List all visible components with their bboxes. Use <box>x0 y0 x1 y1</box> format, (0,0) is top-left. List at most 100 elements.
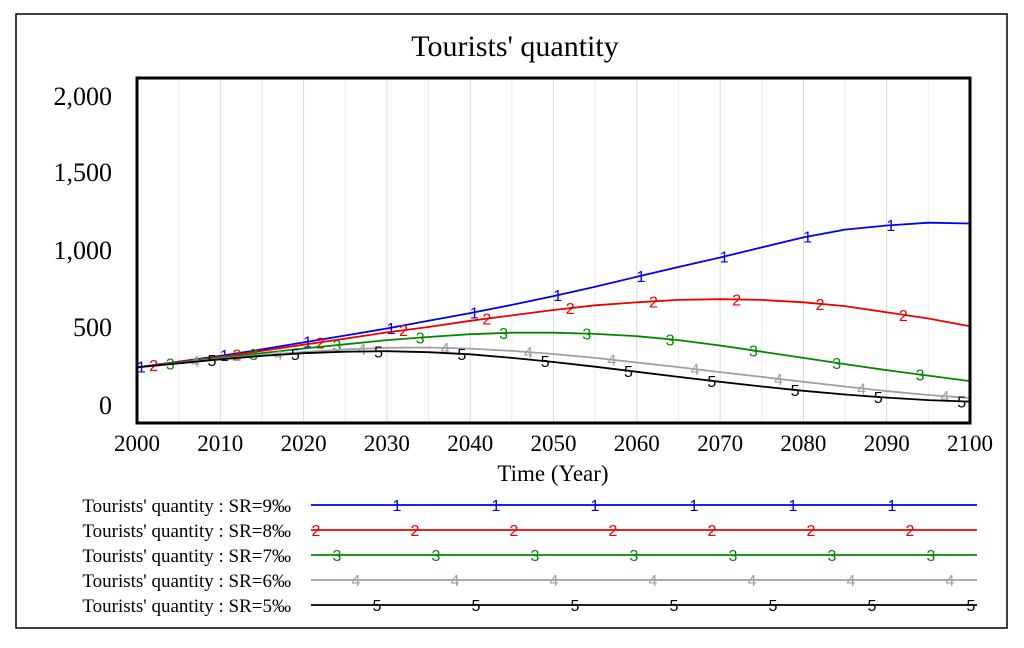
series-marker: 3 <box>332 338 341 355</box>
series-marker: 4 <box>441 341 450 358</box>
legend-marker: 2 <box>708 523 717 540</box>
legend-marker: 5 <box>769 598 778 615</box>
legend-marker: 1 <box>492 498 501 515</box>
series-marker: 4 <box>357 342 366 359</box>
x-tick-label: 2060 <box>614 431 660 456</box>
legend-marker: 1 <box>393 498 402 515</box>
series-marker: 5 <box>374 344 383 361</box>
x-tick-label: 2030 <box>364 431 410 456</box>
series-marker: 3 <box>916 368 925 385</box>
y-tick-label: 500 <box>73 313 112 342</box>
legend-marker: 4 <box>550 573 559 590</box>
series-marker: 5 <box>874 390 883 407</box>
legend-marker: 4 <box>847 573 856 590</box>
plot-area <box>135 76 972 425</box>
series-marker: 1 <box>553 288 562 305</box>
series-marker: 5 <box>208 353 217 370</box>
series-marker: 3 <box>749 343 758 360</box>
series-marker: 1 <box>470 305 479 322</box>
series-marker: 5 <box>624 364 633 381</box>
series-marker: 2 <box>566 301 575 318</box>
series-marker: 3 <box>666 332 675 349</box>
y-tick-label: 1,000 <box>54 236 113 265</box>
series-marker: 4 <box>857 381 866 398</box>
legend-label: Tourists' quantity : SR=7‰ <box>82 546 291 567</box>
series-marker: 4 <box>607 353 616 370</box>
legend-marker: 4 <box>352 573 361 590</box>
legend-marker: 3 <box>333 548 342 565</box>
series-marker: 1 <box>387 321 396 338</box>
legend-marker: 2 <box>312 523 321 540</box>
legend-marker: 3 <box>828 548 837 565</box>
legend-marker: 5 <box>868 598 877 615</box>
series-marker: 3 <box>499 326 508 343</box>
legend-marker: 4 <box>946 573 955 590</box>
series-marker: 3 <box>416 331 425 348</box>
x-axis-label: Time (Year) <box>497 461 608 486</box>
legend-marker: 4 <box>748 573 757 590</box>
series-marker: 4 <box>691 362 700 379</box>
series-marker: 5 <box>541 354 550 371</box>
series-marker: 3 <box>832 356 841 373</box>
series-marker: 1 <box>137 360 146 377</box>
legend-marker: 2 <box>609 523 618 540</box>
x-tick-label: 2070 <box>697 431 743 456</box>
series-marker: 1 <box>886 218 895 235</box>
series-marker: 4 <box>191 354 200 371</box>
x-tick-label: 2040 <box>447 431 493 456</box>
x-tick-label: 2000 <box>114 431 160 456</box>
legend-marker: 2 <box>510 523 519 540</box>
series-line <box>136 221 971 369</box>
x-tick-label: 2020 <box>281 431 327 456</box>
series-marker: 2 <box>732 292 741 309</box>
series-marker: 5 <box>291 347 300 364</box>
series-marker: 2 <box>816 297 825 314</box>
series-marker: 5 <box>791 383 800 400</box>
series-marker: 2 <box>316 335 325 352</box>
legend-label: Tourists' quantity : SR=8‰ <box>82 521 291 542</box>
legend-label: Tourists' quantity : SR=9‰ <box>82 496 291 517</box>
legend-marker: 4 <box>451 573 460 590</box>
legend-marker: 5 <box>571 598 580 615</box>
x-axis-ticks: 2000 2010 2020 2030 2040 2050 2060 2070 2080 2090… <box>114 431 993 456</box>
series-marker: 1 <box>637 269 646 286</box>
x-tick-label: 2050 <box>531 431 577 456</box>
series-marker: 2 <box>399 323 408 340</box>
legend-marker: 3 <box>729 548 738 565</box>
legend-marker: 5 <box>373 598 382 615</box>
series-marker: 1 <box>803 230 812 247</box>
legend-marker: 3 <box>630 548 639 565</box>
y-tick-label: 2,000 <box>54 82 113 111</box>
legend-marker: 3 <box>432 548 441 565</box>
x-tick-label: 2010 <box>197 431 243 456</box>
series-line <box>136 350 971 403</box>
series-line <box>136 346 971 399</box>
series-marker: 4 <box>524 345 533 362</box>
legend-marker: 3 <box>927 548 936 565</box>
x-tick-label: 2100 <box>947 431 993 456</box>
series-marker: 5 <box>457 347 466 364</box>
series-marker: 3 <box>582 327 591 344</box>
legend: Tourists' quantity : SR=9‰ 1 1 1 1 1 1 Tourists… <box>82 496 977 617</box>
legend-marker: 2 <box>807 523 816 540</box>
legend-marker: 5 <box>967 598 976 615</box>
series-line <box>136 331 971 382</box>
series-marker: 2 <box>149 358 158 375</box>
x-tick-label: 2080 <box>780 431 826 456</box>
legend-marker: 1 <box>690 498 699 515</box>
series-marker: 4 <box>774 372 783 389</box>
y-tick-label: 0 <box>99 391 112 420</box>
legend-marker: 4 <box>649 573 658 590</box>
legend-marker: 5 <box>670 598 679 615</box>
y-tick-label: 1,500 <box>54 158 113 187</box>
legend-marker: 5 <box>472 598 481 615</box>
grid <box>178 78 929 423</box>
series-marker: 5 <box>707 374 716 391</box>
series-marker: 2 <box>482 312 491 329</box>
legend-marker: 2 <box>411 523 420 540</box>
chart-title: Tourists' quantity <box>411 30 618 63</box>
legend-marker: 2 <box>906 523 915 540</box>
